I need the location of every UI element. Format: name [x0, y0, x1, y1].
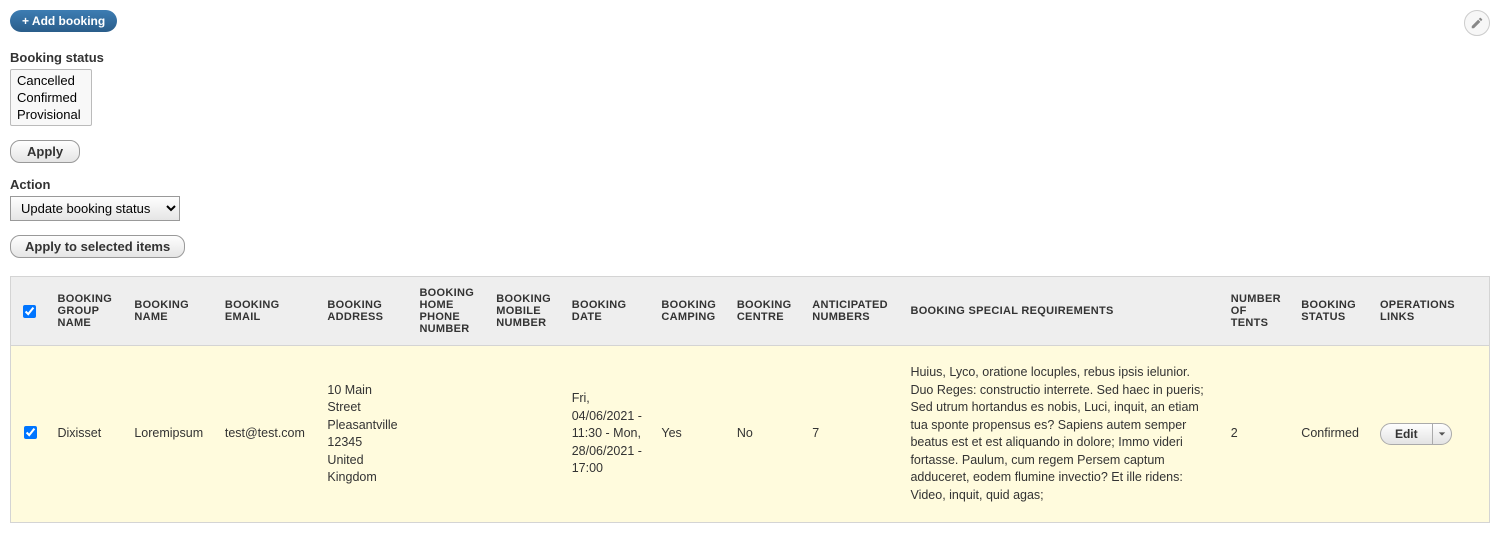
cell-group-name: Dixisset — [49, 346, 126, 523]
action-label: Action — [10, 177, 1490, 192]
bookings-table: BOOKING GROUP NAMEBOOKING NAMEBOOKING EM… — [10, 276, 1490, 523]
table-header-row: BOOKING GROUP NAMEBOOKING NAMEBOOKING EM… — [11, 277, 1490, 346]
table-header-cell: BOOKING CAMPING — [653, 277, 728, 346]
apply-filter-button[interactable]: Apply — [10, 140, 80, 163]
table-header-cell: BOOKING CENTRE — [729, 277, 804, 346]
cell-operations: Edit — [1372, 346, 1490, 523]
cell-status: Confirmed — [1293, 346, 1372, 523]
edit-split-button: Edit — [1380, 423, 1452, 446]
edit-dropdown-toggle[interactable] — [1433, 424, 1451, 445]
cell-date: Fri, 04/06/2021 - 11:30 - Mon, 28/06/202… — [564, 346, 654, 523]
table-header-cell: BOOKING SPECIAL REQUIREMENTS — [902, 277, 1222, 346]
table-header-cell: BOOKING EMAIL — [217, 277, 320, 346]
status-option[interactable]: Confirmed — [13, 89, 89, 106]
table-header-cell: OPERATIONS LINKS — [1372, 277, 1490, 346]
table-header-cell: BOOKING GROUP NAME — [49, 277, 126, 346]
status-option[interactable]: Cancelled — [13, 72, 89, 89]
cell-mobile — [488, 346, 563, 523]
cell-home-phone — [411, 346, 488, 523]
table-header-cell: ANTICIPATED NUMBERS — [804, 277, 902, 346]
cell-email: test@test.com — [217, 346, 320, 523]
cell-centre: No — [729, 346, 804, 523]
table-header-cell: BOOKING HOME PHONE NUMBER — [411, 277, 488, 346]
booking-status-select[interactable]: CancelledConfirmedProvisional — [10, 69, 92, 126]
add-booking-button[interactable]: + Add booking — [10, 10, 117, 32]
edit-view-button[interactable] — [1464, 10, 1490, 36]
table-header-cell — [11, 277, 50, 346]
cell-tents: 2 — [1223, 346, 1294, 523]
status-option[interactable]: Provisional — [13, 106, 89, 123]
select-all-checkbox[interactable] — [23, 305, 36, 318]
cell-special: Huius, Lyco, oratione locuples, rebus ip… — [902, 346, 1222, 523]
cell-camping: Yes — [653, 346, 728, 523]
table-header-cell: BOOKING ADDRESS — [319, 277, 411, 346]
edit-button[interactable]: Edit — [1381, 424, 1433, 445]
table-header-cell: BOOKING STATUS — [1293, 277, 1372, 346]
chevron-down-icon — [1438, 430, 1446, 438]
cell-address: 10 Main Street Pleasantville 12345 Unite… — [319, 346, 411, 523]
cell-anticipated: 7 — [804, 346, 902, 523]
table-header-cell: BOOKING DATE — [564, 277, 654, 346]
table-header-cell: BOOKING NAME — [126, 277, 217, 346]
row-checkbox[interactable] — [24, 426, 37, 439]
action-select[interactable]: Update booking status — [10, 196, 180, 221]
apply-selected-button[interactable]: Apply to selected items — [10, 235, 185, 258]
table-row: DixissetLoremipsumtest@test.com10 Main S… — [11, 346, 1490, 523]
table-header-cell: NUMBER OF TENTS — [1223, 277, 1294, 346]
row-checkbox-cell — [11, 346, 50, 523]
booking-status-label: Booking status — [10, 50, 1490, 65]
table-header-cell: BOOKING MOBILE NUMBER — [488, 277, 563, 346]
cell-booking-name: Loremipsum — [126, 346, 217, 523]
pencil-icon — [1470, 16, 1484, 30]
